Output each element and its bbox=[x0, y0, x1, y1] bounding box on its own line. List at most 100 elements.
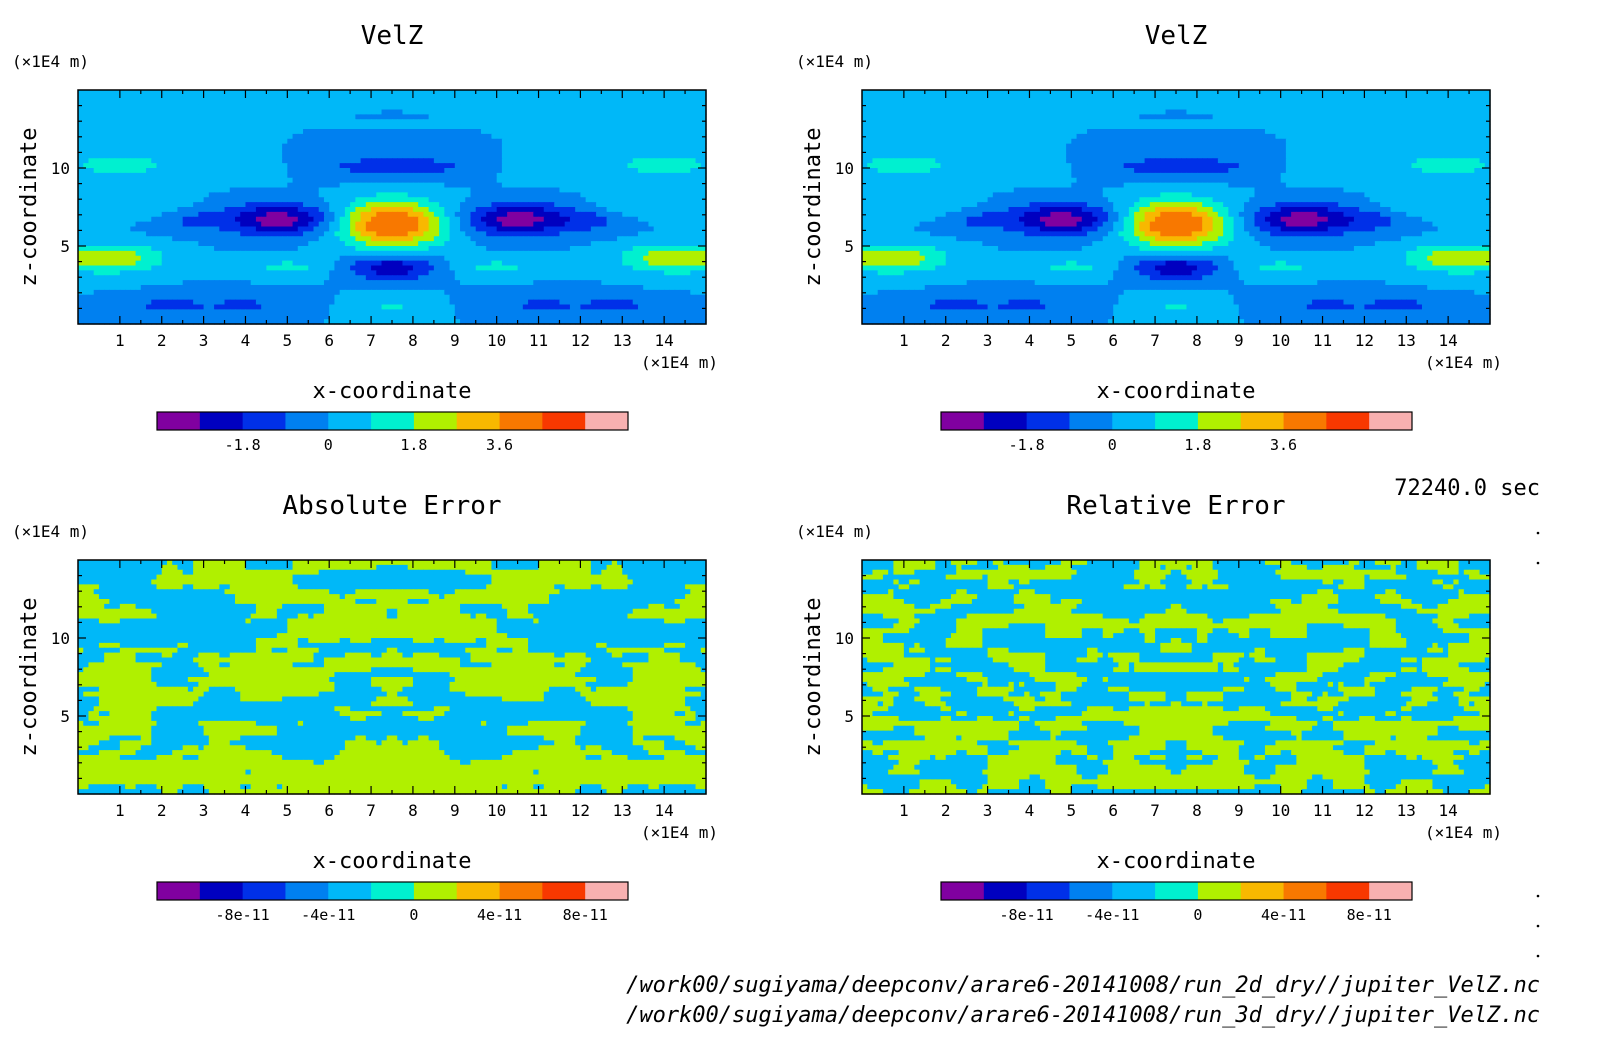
field-cell bbox=[282, 143, 288, 150]
field-cell bbox=[276, 163, 283, 169]
field-cell bbox=[423, 148, 430, 154]
field-cell bbox=[643, 260, 650, 267]
field-cell bbox=[355, 260, 362, 267]
field-cell bbox=[365, 182, 372, 189]
field-cell bbox=[308, 104, 315, 111]
field-cell bbox=[208, 124, 215, 130]
field-cell bbox=[261, 250, 267, 257]
field-cell bbox=[83, 260, 90, 267]
field-cell bbox=[695, 104, 702, 111]
field-cell bbox=[381, 90, 388, 96]
field-cell bbox=[255, 168, 262, 174]
field-cell bbox=[418, 221, 424, 228]
field-cell bbox=[287, 231, 294, 237]
field-cell bbox=[329, 265, 336, 271]
field-cell bbox=[98, 260, 105, 267]
field-cell bbox=[585, 90, 592, 96]
field-cell bbox=[585, 250, 592, 257]
field-cell bbox=[538, 119, 545, 125]
field-cell bbox=[622, 246, 629, 252]
field-cell bbox=[501, 172, 508, 179]
field-cell bbox=[648, 231, 655, 237]
field-cell bbox=[282, 99, 288, 106]
field-cell bbox=[648, 138, 655, 145]
field-cell bbox=[402, 216, 409, 223]
field-cell bbox=[78, 168, 84, 174]
field-cell bbox=[360, 211, 367, 218]
field-cell bbox=[119, 143, 126, 150]
field-cell bbox=[255, 211, 262, 218]
field-cell bbox=[135, 285, 142, 291]
field-cell bbox=[569, 221, 576, 228]
field-cell bbox=[140, 255, 147, 262]
field-cell bbox=[255, 94, 262, 101]
field-cell bbox=[323, 114, 330, 120]
field-cell bbox=[512, 216, 519, 223]
field-cell bbox=[276, 143, 283, 150]
field-cell bbox=[261, 153, 267, 159]
field-cell bbox=[460, 133, 466, 140]
field-cell bbox=[313, 168, 320, 174]
field-cell bbox=[135, 90, 142, 96]
field-cell bbox=[475, 231, 482, 237]
field-cell bbox=[276, 192, 283, 198]
field-cell bbox=[303, 241, 309, 247]
field-cell bbox=[114, 280, 121, 286]
field-cell bbox=[606, 211, 613, 218]
field-cell bbox=[685, 119, 691, 125]
field-cell bbox=[637, 119, 644, 125]
field-cell bbox=[538, 255, 545, 262]
field-cell bbox=[229, 221, 236, 228]
field-cell bbox=[151, 172, 158, 179]
field-cell bbox=[240, 99, 247, 106]
field-cell bbox=[151, 241, 158, 247]
field-cell bbox=[109, 216, 116, 223]
field-cell bbox=[151, 138, 158, 145]
field-cell bbox=[596, 275, 602, 281]
field-cell bbox=[685, 187, 691, 193]
field-cell bbox=[690, 104, 697, 111]
field-cell bbox=[690, 129, 697, 135]
field-cell bbox=[402, 255, 409, 262]
field-cell bbox=[575, 216, 581, 223]
field-cell bbox=[355, 148, 362, 154]
field-cell bbox=[135, 192, 142, 198]
field-cell bbox=[554, 211, 561, 218]
field-cell bbox=[203, 241, 210, 247]
field-cell bbox=[674, 280, 681, 286]
field-cell bbox=[622, 119, 629, 125]
field-cell bbox=[229, 216, 236, 223]
field-cell bbox=[376, 114, 383, 120]
field-cell bbox=[193, 280, 199, 286]
field-cell bbox=[543, 280, 550, 286]
field-cell bbox=[601, 187, 608, 193]
field-cell bbox=[198, 114, 205, 120]
field-cell bbox=[93, 226, 100, 232]
field-cell bbox=[402, 289, 409, 296]
field-cell bbox=[235, 172, 241, 179]
field-cell bbox=[297, 158, 304, 164]
field-cell bbox=[407, 241, 414, 247]
field-cell bbox=[355, 231, 362, 237]
field-cell bbox=[334, 168, 341, 174]
field-cell bbox=[135, 231, 142, 237]
field-cell bbox=[637, 216, 644, 223]
field-cell bbox=[371, 182, 377, 189]
field-cell bbox=[240, 192, 247, 198]
field-cell bbox=[512, 163, 519, 169]
field-cell bbox=[470, 153, 477, 159]
field-cell bbox=[376, 255, 383, 262]
field-cell bbox=[475, 236, 482, 242]
field-cell bbox=[119, 104, 126, 111]
field-cell bbox=[235, 255, 241, 262]
field-cell bbox=[198, 255, 205, 262]
field-cell bbox=[512, 207, 519, 213]
field-cell bbox=[371, 216, 377, 223]
field-cell bbox=[585, 99, 592, 106]
field-cell bbox=[78, 143, 84, 150]
field-cell bbox=[135, 265, 142, 271]
field-cell bbox=[653, 99, 660, 106]
field-cell bbox=[517, 231, 524, 237]
field-cell bbox=[182, 138, 189, 145]
field-cell bbox=[119, 129, 126, 135]
